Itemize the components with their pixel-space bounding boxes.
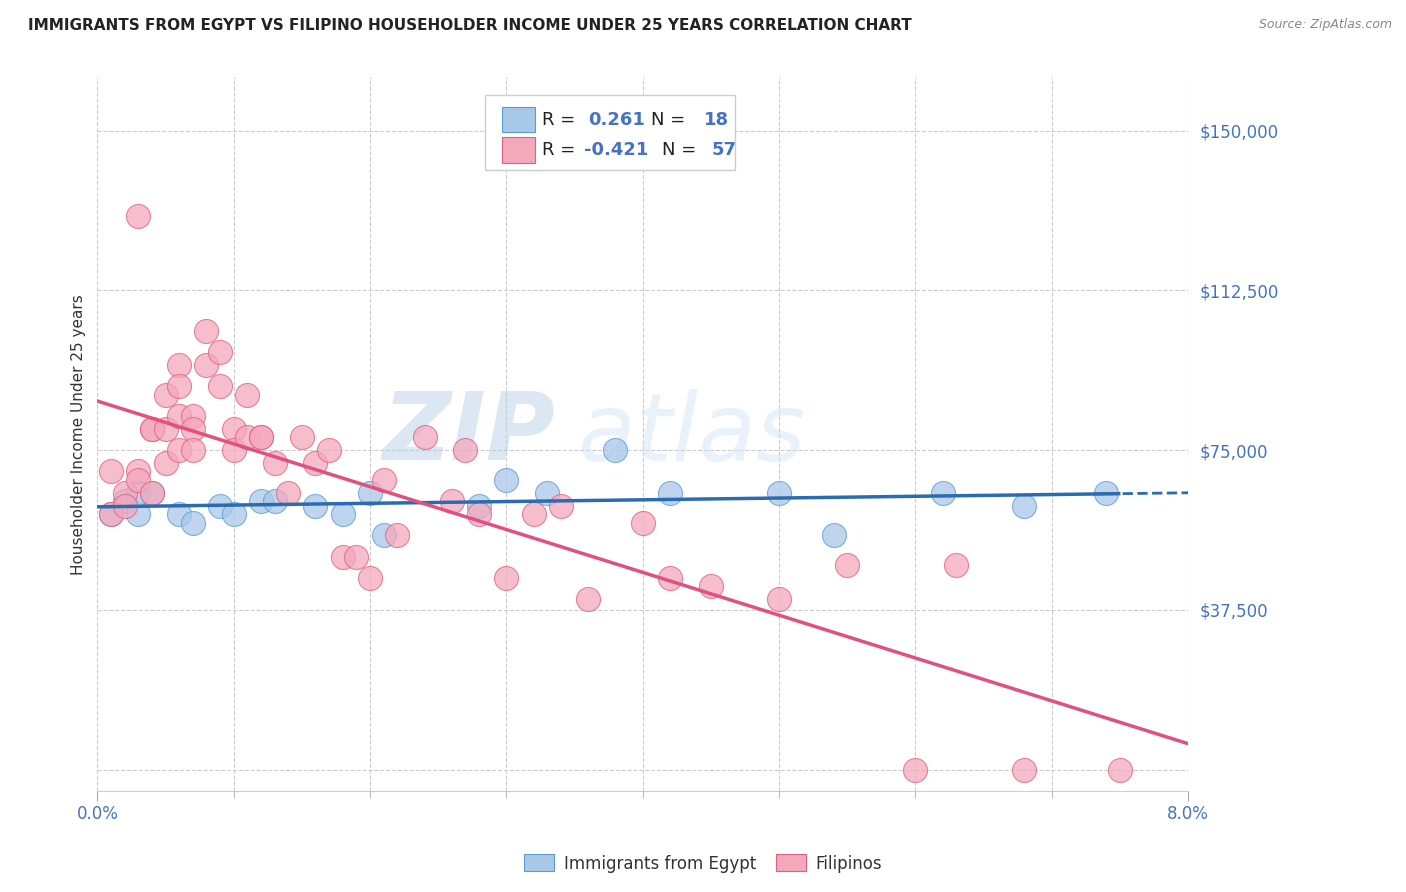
Text: R =: R = <box>543 141 581 159</box>
Point <box>823 528 845 542</box>
Point <box>768 592 790 607</box>
Point <box>167 507 190 521</box>
FancyBboxPatch shape <box>502 107 534 133</box>
Text: ZIP: ZIP <box>382 388 555 480</box>
Point <box>167 379 190 393</box>
Point <box>344 549 367 564</box>
Point <box>222 443 245 458</box>
Point <box>209 499 232 513</box>
Point <box>945 558 967 573</box>
Point <box>209 379 232 393</box>
Point <box>373 473 395 487</box>
Point <box>167 358 190 372</box>
Point <box>181 516 204 530</box>
Point <box>114 485 136 500</box>
Point <box>495 473 517 487</box>
Point <box>114 499 136 513</box>
Point <box>413 430 436 444</box>
Point <box>332 507 354 521</box>
Point <box>250 430 273 444</box>
Point <box>605 443 627 458</box>
Point <box>318 443 340 458</box>
Point <box>904 763 927 777</box>
Point <box>114 494 136 508</box>
Point <box>454 443 477 458</box>
Point <box>167 443 190 458</box>
Text: -0.421: -0.421 <box>583 141 648 159</box>
Point <box>236 388 259 402</box>
Y-axis label: Householder Income Under 25 years: Householder Income Under 25 years <box>72 293 86 574</box>
Point <box>1014 499 1036 513</box>
Point <box>195 324 218 338</box>
Point <box>155 422 177 436</box>
Point <box>536 485 558 500</box>
Point <box>263 456 285 470</box>
Point <box>236 430 259 444</box>
Point <box>127 485 149 500</box>
Point <box>1108 763 1130 777</box>
Point <box>837 558 859 573</box>
Point <box>523 507 546 521</box>
Text: N =: N = <box>662 141 703 159</box>
Text: 57: 57 <box>711 141 737 159</box>
Point <box>141 422 163 436</box>
Point <box>250 494 273 508</box>
Point <box>263 494 285 508</box>
Point <box>277 485 299 500</box>
Point <box>167 409 190 423</box>
Point <box>291 430 314 444</box>
Point <box>127 507 149 521</box>
Point <box>304 499 326 513</box>
Point <box>359 571 381 585</box>
Point <box>100 507 122 521</box>
Point <box>1095 485 1118 500</box>
Point <box>222 422 245 436</box>
Point <box>373 528 395 542</box>
Point <box>250 430 273 444</box>
Text: atlas: atlas <box>578 389 806 480</box>
Point <box>141 422 163 436</box>
Point <box>550 499 572 513</box>
Point <box>155 388 177 402</box>
Legend: Immigrants from Egypt, Filipinos: Immigrants from Egypt, Filipinos <box>517 847 889 880</box>
Point <box>127 209 149 223</box>
Point <box>181 409 204 423</box>
Point <box>631 516 654 530</box>
Point <box>100 507 122 521</box>
Point <box>100 465 122 479</box>
Point <box>222 507 245 521</box>
FancyBboxPatch shape <box>485 95 735 170</box>
Point <box>209 345 232 359</box>
Point <box>304 456 326 470</box>
Point <box>468 499 491 513</box>
Text: N =: N = <box>651 111 692 128</box>
Point <box>1014 763 1036 777</box>
Text: 0.261: 0.261 <box>588 111 645 128</box>
Point <box>659 485 682 500</box>
FancyBboxPatch shape <box>502 137 534 163</box>
Point <box>181 443 204 458</box>
Point <box>700 579 723 593</box>
Point <box>768 485 790 500</box>
Point <box>495 571 517 585</box>
Text: R =: R = <box>543 111 581 128</box>
Point <box>468 507 491 521</box>
Point <box>332 549 354 564</box>
Point <box>127 465 149 479</box>
Text: IMMIGRANTS FROM EGYPT VS FILIPINO HOUSEHOLDER INCOME UNDER 25 YEARS CORRELATION : IMMIGRANTS FROM EGYPT VS FILIPINO HOUSEH… <box>28 18 912 33</box>
Point <box>576 592 599 607</box>
Point <box>659 571 682 585</box>
Point <box>141 485 163 500</box>
Point <box>195 358 218 372</box>
Point <box>931 485 953 500</box>
Point <box>155 456 177 470</box>
Point <box>387 528 409 542</box>
Point <box>127 473 149 487</box>
Point <box>141 485 163 500</box>
Point <box>359 485 381 500</box>
Text: Source: ZipAtlas.com: Source: ZipAtlas.com <box>1258 18 1392 31</box>
Point <box>440 494 463 508</box>
Point <box>181 422 204 436</box>
Text: 18: 18 <box>704 111 728 128</box>
